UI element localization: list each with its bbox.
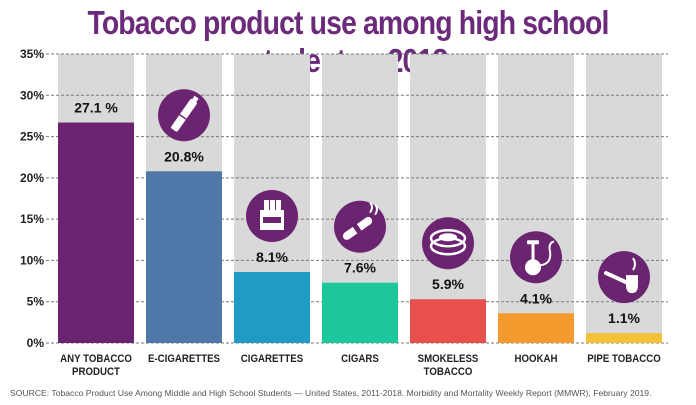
column-background <box>410 54 486 343</box>
x-tick-label: PRODUCT <box>72 367 120 379</box>
y-tick-label: 35% <box>20 47 44 61</box>
cigar-icon <box>334 200 386 253</box>
bar <box>146 171 222 343</box>
bar <box>586 333 662 343</box>
cigarette-pack-icon <box>246 189 298 242</box>
hookah-stem <box>531 243 535 262</box>
data-label: 4.1% <box>520 290 552 306</box>
hookah-hose <box>537 240 555 267</box>
x-tick-label: CIGARETTES <box>241 354 303 366</box>
data-label: 27.1 % <box>74 100 118 116</box>
bar <box>58 122 134 343</box>
y-tick-label: 5% <box>27 295 45 309</box>
x-tick-label: CIGARS <box>341 354 379 366</box>
pipe-stem <box>604 271 630 286</box>
x-tick-label: PIPE TOBACCO <box>587 354 661 366</box>
y-tick-label: 10% <box>20 253 44 267</box>
pack-cigarette <box>276 199 281 211</box>
pack-cigarette <box>270 199 275 211</box>
x-tick-label: E-CIGARETTES <box>148 354 220 366</box>
pipe-smoke <box>632 257 636 271</box>
tin-lid <box>429 228 467 248</box>
bar <box>498 313 574 343</box>
vape-band <box>179 113 187 120</box>
vape-tip <box>191 95 199 103</box>
vape-body <box>171 98 197 132</box>
source-note: SOURCE: Tobacco Product Use Among Middle… <box>10 388 652 398</box>
y-tick-label: 0% <box>27 336 45 350</box>
pipe-bowl <box>626 275 638 294</box>
tin-content <box>439 233 457 242</box>
cigar-band <box>352 223 362 234</box>
x-tick-label: TOBACCO <box>424 367 473 379</box>
icon-circle <box>510 231 562 284</box>
cigar-smoke <box>369 202 378 216</box>
bar <box>234 271 310 343</box>
y-tick-label: 30% <box>20 88 44 102</box>
pipe-icon <box>598 251 650 304</box>
hookah-bowl <box>527 240 539 245</box>
x-tick-label: HOOKAH <box>514 354 557 366</box>
bar <box>410 299 486 343</box>
bar <box>322 282 398 343</box>
icon-circle <box>422 217 474 270</box>
y-tick-label: 20% <box>20 171 44 185</box>
pack-cigarette <box>264 199 269 211</box>
hookah-icon <box>510 231 562 284</box>
data-label: 20.8% <box>164 148 204 164</box>
column-background <box>498 54 574 343</box>
data-label: 8.1% <box>256 249 288 265</box>
hookah-base <box>525 259 541 276</box>
e-cigarette-icon <box>158 89 210 142</box>
x-tick-label: SMOKELESS <box>418 354 479 366</box>
pack-label <box>263 216 281 223</box>
data-label: 1.1% <box>608 310 640 326</box>
y-tick-label: 15% <box>20 212 44 226</box>
icon-circle <box>598 251 650 304</box>
smokeless-tin-icon <box>422 217 474 270</box>
x-tick-label: ANY TOBACCO <box>60 354 132 366</box>
data-label: 5.9% <box>432 276 464 292</box>
data-label: 7.6% <box>344 260 376 276</box>
y-tick-label: 25% <box>20 130 44 144</box>
